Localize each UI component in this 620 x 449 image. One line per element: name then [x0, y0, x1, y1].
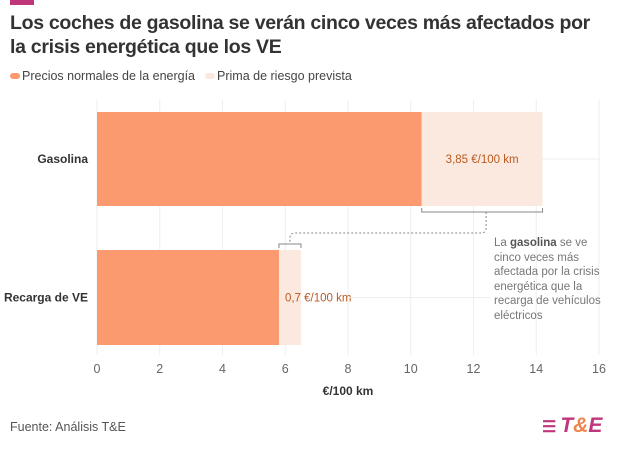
legend-label: Prima de riesgo prevista: [217, 69, 352, 83]
x-tick-label: 0: [94, 362, 101, 376]
source-note: Fuente: Análisis T&E: [10, 420, 126, 434]
note-text: La: [494, 237, 510, 249]
legend-swatch: [205, 73, 216, 79]
brand-accent-bar: [10, 0, 34, 5]
bracket-ve: [278, 243, 302, 248]
x-tick-label: 10: [404, 362, 418, 376]
bar-segment: [97, 250, 279, 345]
legend-swatch: [10, 73, 20, 79]
logo-lines-icon: ☰: [542, 419, 557, 436]
legend-label: Precios normales de la energía: [22, 69, 196, 83]
x-tick-label: 12: [467, 362, 481, 376]
data-label: 3,85 €/100 km: [446, 154, 519, 166]
bar-segment: [421, 112, 543, 206]
note-text: se ve cinco veces más afectada por la cr…: [494, 237, 601, 322]
legend-item-premium: Prima de riesgo prevista: [205, 69, 352, 83]
category-label: Recarga de VE: [4, 291, 88, 305]
legend: Precios normales de la energía Prima de …: [10, 69, 358, 83]
x-tick-label: 6: [282, 362, 289, 376]
connector-line: [289, 212, 487, 244]
annotation-note: La gasolina se ve cinco veces más afecta…: [494, 236, 609, 323]
bar-segment: [278, 250, 301, 345]
bracket-gasolina: [421, 208, 544, 213]
te-logo: ☰ T&E: [542, 414, 603, 437]
x-axis-title: €/100 km: [323, 384, 374, 398]
x-tick-label: 2: [156, 362, 163, 376]
bar-segment: [97, 112, 422, 206]
category-label: Gasolina: [37, 152, 88, 166]
note-bold: gasolina: [510, 237, 557, 249]
chart-title: Los coches de gasolina se verán cinco ve…: [10, 12, 590, 58]
legend-item-normal: Precios normales de la energía: [10, 69, 195, 83]
x-tick-label: 4: [219, 362, 226, 376]
x-tick-label: 8: [345, 362, 352, 376]
x-tick-label: 14: [529, 362, 543, 376]
data-label: 0,7 €/100 km: [285, 293, 351, 305]
x-tick-label: 16: [592, 362, 606, 376]
